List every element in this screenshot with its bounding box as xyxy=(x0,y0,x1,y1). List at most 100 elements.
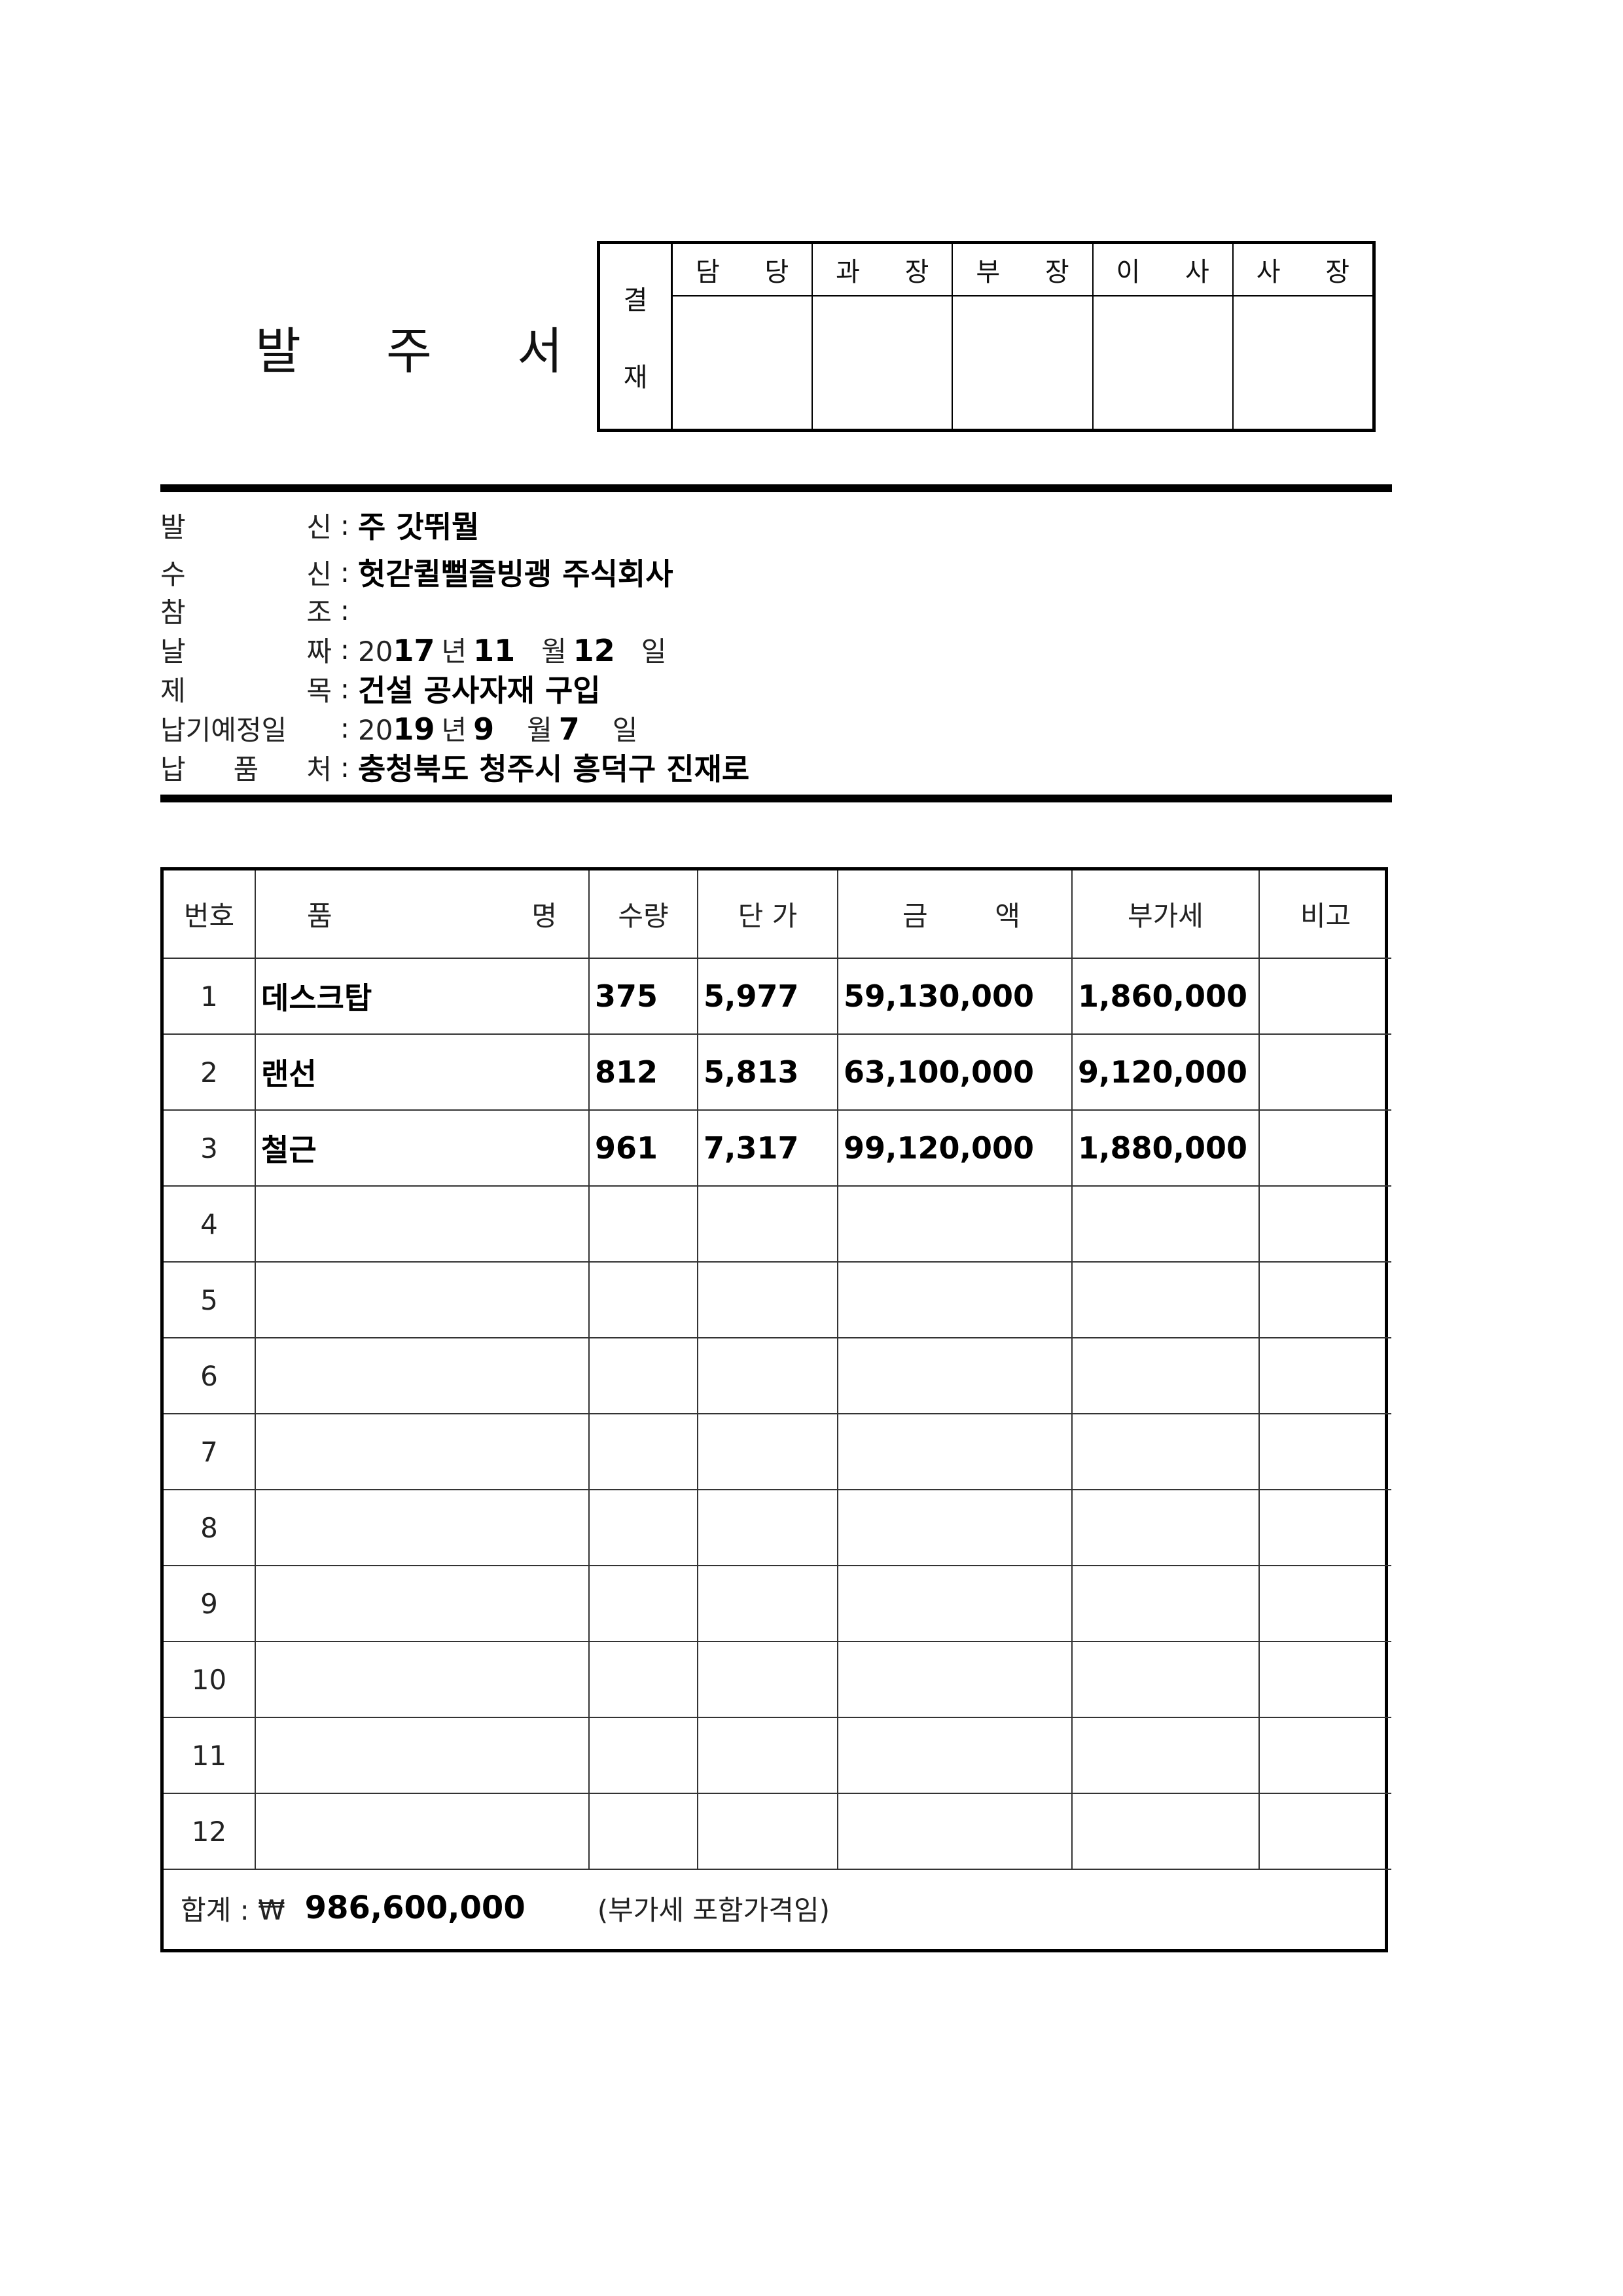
signature-cell[interactable] xyxy=(813,296,952,429)
qty-cell[interactable] xyxy=(589,1338,698,1414)
note-cell[interactable] xyxy=(1259,1034,1391,1111)
amount-cell[interactable] xyxy=(838,1793,1073,1870)
unit-price-cell[interactable] xyxy=(698,1414,838,1490)
unit-price-cell[interactable] xyxy=(698,1338,838,1414)
signature-cell[interactable] xyxy=(1234,296,1372,429)
item-name-cell[interactable] xyxy=(255,1262,590,1338)
qty-cell[interactable] xyxy=(589,1490,698,1566)
due-date-value[interactable]: 20 19 년 9 월 7 일 xyxy=(358,708,637,748)
amount-cell[interactable]: 99,120,000 xyxy=(838,1110,1073,1187)
row-number: 8 xyxy=(164,1490,256,1566)
info-due-date: 납기예정일 : 20 19 년 9 월 7 일 xyxy=(160,708,637,747)
vat-cell[interactable]: 1,860,000 xyxy=(1072,958,1260,1035)
note-cell[interactable] xyxy=(1259,1490,1391,1566)
item-name-cell[interactable] xyxy=(255,1566,590,1642)
vat-cell[interactable] xyxy=(1072,1793,1260,1870)
year-value: 19 xyxy=(393,711,435,747)
qty-cell[interactable] xyxy=(589,1186,698,1263)
vat-cell[interactable] xyxy=(1072,1414,1260,1490)
vat-cell[interactable] xyxy=(1072,1338,1260,1414)
approval-role: 담 당 xyxy=(673,244,812,296)
unit-price-cell[interactable]: 5,977 xyxy=(698,958,838,1035)
subject-value[interactable]: 건설 공사자재 구입 xyxy=(358,673,601,708)
receiver-value[interactable]: 헛갇퀼뻘즐빙괭 주식회사 xyxy=(358,556,673,592)
qty-cell[interactable] xyxy=(589,1717,698,1794)
note-cell[interactable] xyxy=(1259,1414,1391,1490)
item-name-cell[interactable] xyxy=(255,1793,590,1870)
vat-cell[interactable] xyxy=(1072,1641,1260,1718)
amount-cell[interactable]: 59,130,000 xyxy=(838,958,1073,1035)
sender-value[interactable]: 주 갓뛰뭘 xyxy=(358,509,480,545)
vat-cell[interactable] xyxy=(1072,1490,1260,1566)
signature-cell[interactable] xyxy=(673,296,812,429)
qty-cell[interactable]: 812 xyxy=(589,1034,698,1111)
row-number: 11 xyxy=(164,1717,256,1794)
info-label: 날 짜 xyxy=(160,630,332,670)
signature-cell[interactable] xyxy=(953,296,1092,429)
note-cell[interactable] xyxy=(1259,1262,1391,1338)
approval-role: 부 장 xyxy=(953,244,1092,296)
note-cell[interactable] xyxy=(1259,1338,1391,1414)
qty-cell[interactable]: 961 xyxy=(589,1110,698,1187)
year-unit: 년 xyxy=(441,635,467,668)
item-name-cell[interactable] xyxy=(255,1414,590,1490)
vat-cell[interactable] xyxy=(1072,1717,1260,1794)
amount-cell[interactable] xyxy=(838,1338,1073,1414)
row-number: 12 xyxy=(164,1793,256,1870)
qty-cell[interactable]: 375 xyxy=(589,958,698,1035)
unit-price-cell[interactable] xyxy=(698,1641,838,1718)
unit-price-cell[interactable] xyxy=(698,1717,838,1794)
total-value[interactable]: 986,600,000 xyxy=(304,1890,526,1926)
vat-cell[interactable]: 9,120,000 xyxy=(1072,1034,1260,1111)
note-cell[interactable] xyxy=(1259,958,1391,1035)
date-value[interactable]: 20 17 년 11 월 12 일 xyxy=(358,630,666,670)
qty-cell[interactable] xyxy=(589,1566,698,1642)
unit-price-cell[interactable] xyxy=(698,1566,838,1642)
qty-cell[interactable] xyxy=(589,1414,698,1490)
amount-cell[interactable] xyxy=(838,1186,1073,1263)
note-cell[interactable] xyxy=(1259,1186,1391,1263)
unit-price-cell[interactable]: 7,317 xyxy=(698,1110,838,1187)
table-row: 1 데스크탑 375 5,977 59,130,000 1,860,000 xyxy=(164,958,1391,1035)
amount-cell[interactable] xyxy=(838,1414,1073,1490)
note-cell[interactable] xyxy=(1259,1566,1391,1642)
amount-cell[interactable] xyxy=(838,1566,1073,1642)
qty-cell[interactable] xyxy=(589,1641,698,1718)
amount-cell[interactable] xyxy=(838,1717,1073,1794)
note-cell[interactable] xyxy=(1259,1110,1391,1187)
vat-cell[interactable] xyxy=(1072,1566,1260,1642)
vat-cell[interactable]: 1,880,000 xyxy=(1072,1110,1260,1187)
table-header-row: 번호 품 명 수량 단 가 금 액 부가세 비고 xyxy=(164,870,1391,959)
item-name-cell[interactable]: 철근 xyxy=(255,1110,590,1187)
item-name-cell[interactable]: 데스크탑 xyxy=(255,958,590,1035)
item-name-cell[interactable] xyxy=(255,1717,590,1794)
table-row: 4 xyxy=(164,1186,1391,1263)
amount-cell[interactable] xyxy=(838,1262,1073,1338)
qty-cell[interactable] xyxy=(589,1262,698,1338)
item-name-cell[interactable] xyxy=(255,1490,590,1566)
amount-cell[interactable] xyxy=(838,1641,1073,1718)
month-unit: 월 xyxy=(527,713,552,746)
unit-price-cell[interactable] xyxy=(698,1262,838,1338)
unit-price-cell[interactable] xyxy=(698,1186,838,1263)
signature-cell[interactable] xyxy=(1094,296,1232,429)
unit-price-cell[interactable]: 5,813 xyxy=(698,1034,838,1111)
day-value: 12 xyxy=(573,632,615,668)
item-name-cell[interactable] xyxy=(255,1338,590,1414)
note-cell[interactable] xyxy=(1259,1717,1391,1794)
note-cell[interactable] xyxy=(1259,1641,1391,1718)
unit-price-cell[interactable] xyxy=(698,1793,838,1870)
unit-price-cell[interactable] xyxy=(698,1490,838,1566)
note-cell[interactable] xyxy=(1259,1793,1391,1870)
vat-cell[interactable] xyxy=(1072,1262,1260,1338)
item-name-cell[interactable] xyxy=(255,1641,590,1718)
qty-cell[interactable] xyxy=(589,1793,698,1870)
vat-cell[interactable] xyxy=(1072,1186,1260,1263)
delivery-value[interactable]: 충청북도 청주시 흥덕구 진재로 xyxy=(358,751,750,787)
amount-cell[interactable]: 63,100,000 xyxy=(838,1034,1073,1111)
day-value: 7 xyxy=(558,711,580,747)
item-name-cell[interactable] xyxy=(255,1186,590,1263)
amount-cell[interactable] xyxy=(838,1490,1073,1566)
item-name-cell[interactable]: 랜선 xyxy=(255,1034,590,1111)
info-receiver: 수 신 : 헛갇퀼뻘즐빙괭 주식회사 xyxy=(160,552,673,592)
